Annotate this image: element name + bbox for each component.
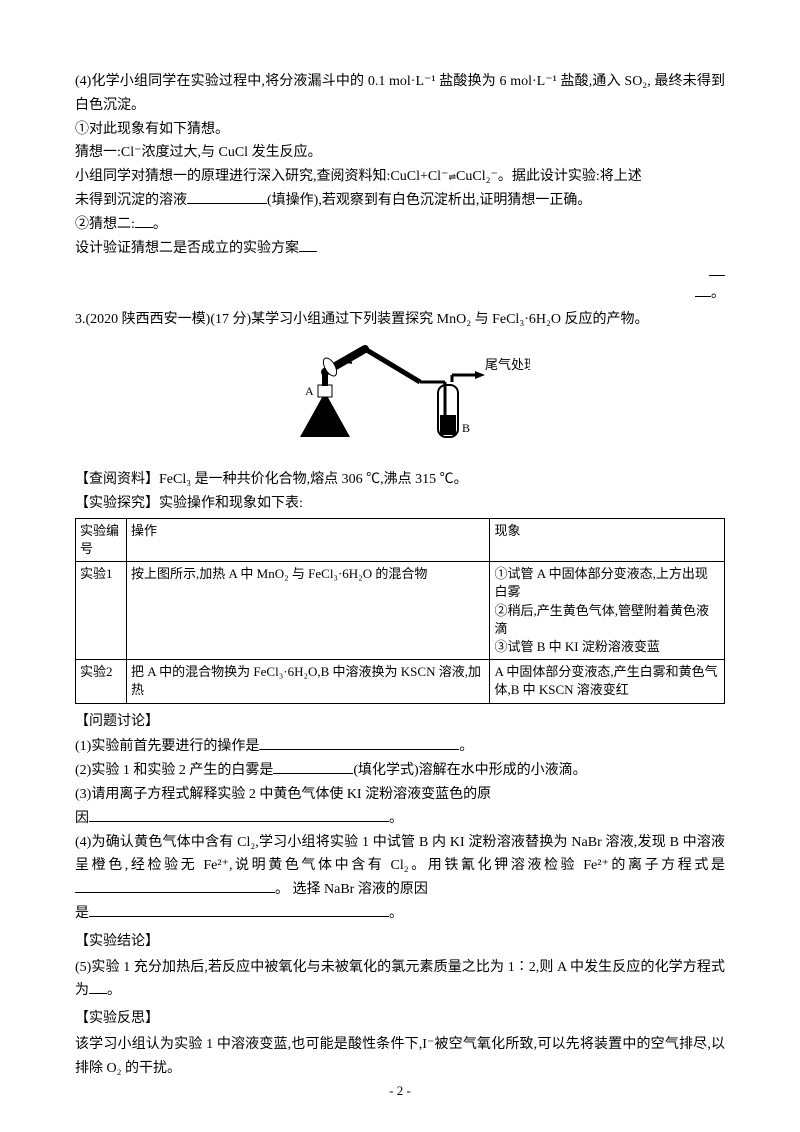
q3-d2b: (填化学式)溶解在水中形成的小液滴。: [353, 763, 586, 778]
q2-p4-1d-pre: 未得到沉淀的溶液: [75, 193, 187, 208]
blank-line-1[interactable]: [709, 261, 725, 276]
blank-d2[interactable]: [273, 759, 353, 774]
reversible-arrow-icon: ⇌: [448, 165, 456, 189]
q3-d5b: 。: [107, 983, 121, 998]
tbl-r1c2: 按上图所示,加热 A 中 MnO₂ 与 FeCl₃·6H₂O 的混合物: [127, 562, 490, 660]
q3-d5a: (5)实验 1 充分加热后,若反应中被氧化与未被氧化的氯元素质量之比为 1∶2,…: [75, 960, 725, 999]
q3-info: 【查阅资料】FeCl₃ 是一种共价化合物,熔点 306 ℃,沸点 315 ℃。: [75, 468, 725, 492]
q3-d1-end: 。: [459, 739, 473, 754]
q2-p4-1d-post: (填操作),若观察到有白色沉淀析出,证明猜想一正确。: [267, 193, 591, 208]
page-footer: - 2 -: [0, 1080, 800, 1102]
tbl-r2c2: 把 A 中的混合物换为 FeCl₃·6H₂O,B 中溶液换为 KSCN 溶液,加…: [127, 660, 490, 703]
blank-d4a[interactable]: [75, 878, 275, 893]
tail-gas-label: 尾气处理: [485, 357, 530, 372]
apparatus-diagram: A B 尾气处理: [75, 337, 725, 466]
q3-d3b: 因: [75, 811, 89, 826]
q3-d2: (2)实验 1 和实验 2 产生的白雾是 (填化学式)溶解在水中形成的小液滴。: [75, 759, 725, 783]
q3-refl-body: 该学习小组认为实验 1 中溶液变蓝,也可能是酸性条件下,I⁻被空气氧化所致,可以…: [75, 1033, 725, 1081]
tbl-r1c1: 实验1: [76, 562, 127, 660]
q3-d4b: 。 选择 NaBr 溶液的原因: [275, 882, 428, 897]
q3-d1-text: (1)实验前首先要进行的操作是: [75, 739, 259, 754]
q3-d3c: 。: [389, 811, 403, 826]
q3-d3: (3)请用离子方程式解释实验 2 中黄色气体使 KI 淀粉溶液变蓝色的原 因 。: [75, 783, 725, 831]
tbl-h3: 现象: [490, 518, 725, 561]
q2-p4-1c-post: CuCl₂⁻。据此设计实验:将上述: [456, 169, 642, 184]
tbl-r1c3: ①试管 A 中固体部分变液态,上方出现白雾 ②稍后,产生黄色气体,管壁附着黄色液…: [490, 562, 725, 660]
q3-d4d: 。: [389, 906, 403, 921]
blank-line-2[interactable]: [695, 282, 711, 297]
conc-head: 【实验结论】: [75, 930, 725, 954]
experiment-table: 实验编号 操作 现象 实验1 按上图所示,加热 A 中 MnO₂ 与 FeCl₃…: [75, 518, 725, 704]
tbl-r2c3: A 中固体部分变液态,产生白雾和黄色气体,B 中 KSCN 溶液变红: [490, 660, 725, 703]
q3-d4: (4)为确认黄色气体中含有 Cl₂,学习小组将实验 1 中试管 B 内 KI 淀…: [75, 831, 725, 926]
q2-p4-1c: 小组同学对猜想一的原理进行深入研究,查阅资料知:CuCl+Cl⁻⇌CuCl₂⁻。…: [75, 165, 725, 189]
q2-p4-1c-pre: 小组同学对猜想一的原理进行深入研究,查阅资料知:CuCl+Cl⁻: [75, 169, 448, 184]
q3-d3a: (3)请用离子方程式解释实验 2 中黄色气体使 KI 淀粉溶液变蓝色的原: [75, 787, 491, 802]
q2-p4-2a-text: ②猜想二:: [75, 217, 135, 232]
q2-end-period: 。: [711, 286, 725, 301]
blank-operation[interactable]: [187, 189, 267, 204]
q2-p4: (4)化学小组同学在实验过程中,将分液漏斗中的 0.1 mol·L⁻¹ 盐酸换为…: [75, 70, 725, 118]
q2-p4-1b: 猜想一:Cl⁻浓度过大,与 CuCl 发生反应。: [75, 141, 725, 165]
refl-head: 【实验反思】: [75, 1007, 725, 1031]
q3-d1: (1)实验前首先要进行的操作是 。: [75, 735, 725, 759]
blank-d1[interactable]: [259, 735, 459, 750]
q3-exp-head: 【实验探究】实验操作和现象如下表:: [75, 492, 725, 516]
q3-d4a: (4)为确认黄色气体中含有 Cl₂,学习小组将实验 1 中试管 B 内 KI 淀…: [75, 835, 725, 874]
q3-d2a: (2)实验 1 和实验 2 产生的白雾是: [75, 763, 273, 778]
discuss-head: 【问题讨论】: [75, 710, 725, 734]
apparatus-svg: A B 尾气处理: [270, 337, 530, 457]
blank-d4b[interactable]: [89, 902, 389, 917]
tbl-r2c1: 实验2: [76, 660, 127, 703]
blank-scheme[interactable]: [299, 237, 317, 252]
blank-d5[interactable]: [89, 979, 107, 994]
q2-trailing-lines: 。: [75, 261, 725, 304]
q3-title: 3.(2020 陕西西安一模)(17 分)某学习小组通过下列装置探究 MnO₂ …: [75, 308, 725, 332]
q3-d5: (5)实验 1 充分加热后,若反应中被氧化与未被氧化的氯元素质量之比为 1∶2,…: [75, 956, 725, 1004]
q3-d4c: 是: [75, 906, 89, 921]
q2-p4-2b: 设计验证猜想二是否成立的实验方案: [75, 237, 725, 261]
q2-p4-2a: ②猜想二:。: [75, 213, 725, 237]
tbl-h2: 操作: [127, 518, 490, 561]
q2-p4-2b-text: 设计验证猜想二是否成立的实验方案: [75, 241, 299, 256]
svg-text:A: A: [305, 384, 314, 398]
svg-text:B: B: [462, 421, 470, 435]
q2-p4-1a: ①对此现象有如下猜想。: [75, 118, 725, 142]
tbl-h1: 实验编号: [76, 518, 127, 561]
blank-d3[interactable]: [89, 807, 389, 822]
q2-p4-1d: 未得到沉淀的溶液 (填操作),若观察到有白色沉淀析出,证明猜想一正确。: [75, 189, 725, 213]
blank-guess2[interactable]: [135, 213, 153, 228]
